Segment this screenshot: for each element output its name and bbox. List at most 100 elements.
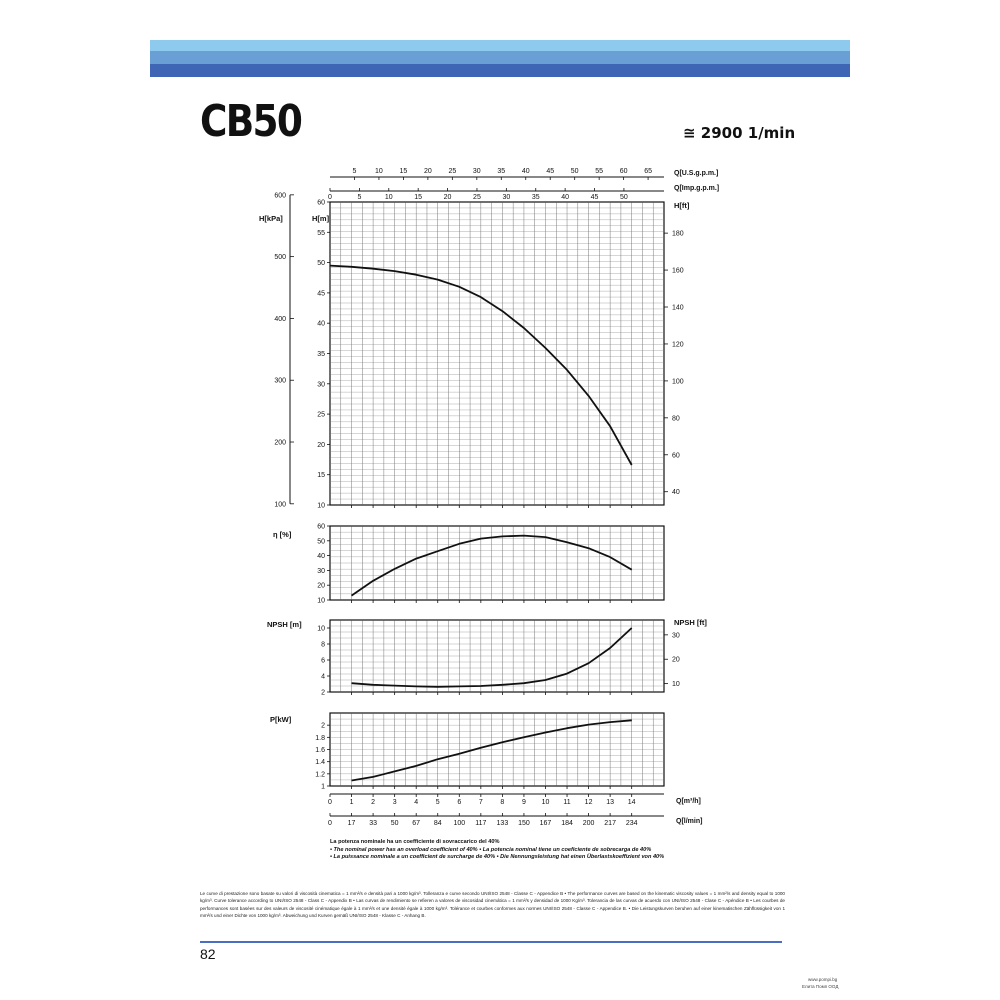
lmin-tick-label: 217	[604, 820, 616, 827]
ytick-label-efficiency: 60	[317, 524, 325, 531]
usgpm-axis-label: Q[U.S.g.p.m.]	[674, 170, 718, 177]
npsh-ft-axis-label: NPSH [ft]	[674, 618, 707, 627]
ft-tick-label: 100	[672, 378, 684, 385]
npsh-ft-tick-label: 20	[672, 657, 680, 664]
usgpm-tick-label: 40	[522, 168, 530, 175]
npsh-ft-tick-label: 30	[672, 632, 680, 639]
note-line-1: La potenza nominale ha un coefficiente d…	[330, 839, 500, 845]
ytick-label-power: 1.4	[315, 759, 325, 766]
impgpm-tick-label: 30	[502, 194, 510, 201]
kpa-tick-label: 600	[274, 192, 286, 199]
m3h-tick-label: 14	[628, 799, 636, 806]
lmin-axis-label: Q[l/min]	[676, 818, 702, 825]
impgpm-tick-label: 15	[414, 194, 422, 201]
usgpm-tick-label: 45	[546, 168, 554, 175]
header-band-mid	[150, 51, 850, 64]
ft-tick-label: 180	[672, 231, 684, 238]
ytick-label-efficiency: 20	[317, 583, 325, 590]
m3h-tick-label: 6	[457, 799, 461, 806]
ytick-label-efficiency: 10	[317, 598, 325, 605]
ytick-label-head: 50	[317, 260, 325, 267]
m3h-tick-label: 13	[606, 799, 614, 806]
m3h-tick-label: 12	[585, 799, 593, 806]
ytick-label-head: 45	[317, 290, 325, 297]
impgpm-tick-label: 20	[444, 194, 452, 201]
m3h-tick-label: 7	[479, 799, 483, 806]
m3h-tick-label: 1	[350, 799, 354, 806]
ytick-label-efficiency: 30	[317, 568, 325, 575]
usgpm-tick-label: 35	[497, 168, 505, 175]
page-title: CB50	[200, 96, 303, 147]
footer-text: Le curve di prestazione sono basate su v…	[200, 891, 785, 919]
usgpm-tick-label: 30	[473, 168, 481, 175]
rotation-speed: ≅ 2900 1/min	[683, 124, 796, 142]
ylabel-power: P[kW]	[270, 715, 292, 724]
m3h-tick-label: 10	[542, 799, 550, 806]
impgpm-tick-label: 50	[620, 194, 628, 201]
ft-tick-label: 40	[672, 489, 680, 496]
footer-rule	[200, 941, 782, 943]
kpa-tick-label: 500	[274, 254, 286, 261]
usgpm-tick-label: 55	[595, 168, 603, 175]
lmin-tick-label: 234	[626, 820, 638, 827]
ytick-label-power: 1.8	[315, 735, 325, 742]
watermark-line-1: www.pompi.bg	[808, 977, 838, 982]
usgpm-tick-label: 65	[644, 168, 652, 175]
page-number: 82	[200, 946, 216, 962]
ytick-label-npsh: 10	[317, 626, 325, 633]
header-band-dark	[150, 64, 850, 77]
curve-power	[351, 719, 632, 782]
usgpm-tick-label: 10	[375, 168, 383, 175]
ytick-label-head: 20	[317, 442, 325, 449]
header-band-light	[150, 40, 850, 51]
watermark-line-2: Елита Помп ООД	[802, 984, 839, 989]
panel-frame-head	[329, 201, 665, 506]
ytick-label-head: 55	[317, 230, 325, 237]
impgpm-tick-label: 5	[357, 194, 361, 201]
npsh-ft-tick-label: 10	[672, 681, 680, 688]
impgpm-tick-label: 0	[328, 194, 332, 201]
lmin-tick-label: 200	[583, 820, 595, 827]
lmin-tick-label: 84	[434, 820, 442, 827]
m3h-tick-label: 11	[563, 799, 570, 806]
ft-axis-label: H[ft]	[674, 201, 690, 210]
lmin-tick-label: 150	[518, 820, 530, 827]
m3h-tick-label: 8	[500, 799, 504, 806]
ft-tick-label: 80	[672, 415, 680, 422]
m3h-axis-label: Q[m³/h]	[676, 798, 701, 805]
usgpm-tick-label: 50	[571, 168, 579, 175]
ylabel-efficiency: η [%]	[273, 530, 292, 539]
m3h-tick-label: 0	[328, 799, 332, 806]
kpa-tick-label: 300	[274, 378, 286, 385]
curve-head	[329, 264, 633, 466]
ytick-label-npsh: 6	[321, 658, 325, 665]
lmin-tick-label: 17	[348, 820, 356, 827]
ytick-label-head: 15	[317, 472, 325, 479]
ytick-label-power: 2	[321, 723, 325, 730]
ytick-label-head: 60	[317, 200, 325, 207]
lmin-tick-label: 67	[412, 820, 420, 827]
ytick-label-head: 35	[317, 351, 325, 358]
lmin-tick-label: 117	[475, 820, 486, 827]
ylabel-npsh: NPSH [m]	[267, 620, 302, 629]
ytick-label-head: 30	[317, 381, 325, 388]
ylabel-head: H[m]	[312, 214, 330, 223]
m3h-tick-label: 9	[522, 799, 526, 806]
lmin-tick-label: 0	[328, 820, 332, 827]
note-line-3: • La puissance nominale a un coefficient…	[330, 854, 665, 861]
lmin-tick-label: 184	[561, 820, 573, 827]
ytick-label-npsh: 8	[321, 642, 325, 649]
impgpm-tick-label: 25	[473, 194, 481, 201]
ft-tick-label: 140	[672, 305, 684, 312]
ytick-label-npsh: 2	[321, 690, 325, 697]
ft-tick-label: 160	[672, 268, 684, 275]
m3h-tick-label: 2	[371, 799, 375, 806]
lmin-tick-label: 133	[497, 820, 509, 827]
ytick-label-head: 40	[317, 321, 325, 328]
kpa-tick-label: 200	[274, 440, 286, 447]
ytick-label-head: 25	[317, 412, 325, 419]
impgpm-axis-label: Q[Imp.g.p.m.]	[674, 185, 719, 192]
overload-note: La potenza nominale ha un coefficiente d…	[330, 839, 770, 862]
ytick-label-power: 1.6	[315, 747, 325, 754]
